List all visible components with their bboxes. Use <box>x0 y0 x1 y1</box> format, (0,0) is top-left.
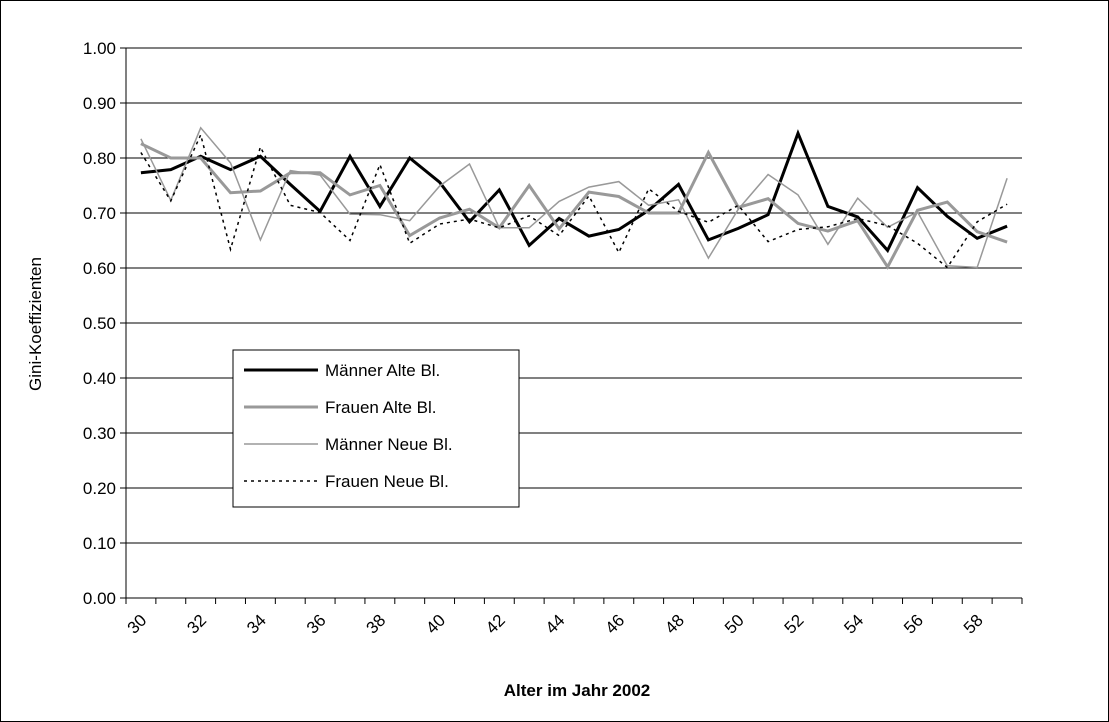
legend-label-4: Frauen Neue Bl. <box>325 472 449 491</box>
y-tick-label: 0.60 <box>83 259 116 278</box>
x-tick-label: 38 <box>363 611 390 638</box>
series-line-1 <box>140 129 1008 254</box>
x-tick-label: 42 <box>482 611 509 638</box>
legend-label-3: Männer Neue Bl. <box>325 435 453 454</box>
x-tick-label: 50 <box>721 611 748 638</box>
series-line-3 <box>140 126 1008 269</box>
legend: Männer Alte Bl. Frauen Alte Bl. Männer Neu… <box>232 349 520 508</box>
legend-label-2: Frauen Alte Bl. <box>325 398 437 417</box>
x-tick-label: 44 <box>542 611 569 638</box>
y-tick-label: 0.80 <box>83 149 116 168</box>
x-tick-label: 36 <box>303 611 330 638</box>
legend-label-1: Männer Alte Bl. <box>325 361 440 380</box>
legend-entries: Männer Alte Bl. Frauen Alte Bl. Männer Neu… <box>244 361 453 491</box>
x-tick-label: 52 <box>781 611 808 638</box>
axis-layer: 0.00 0.10 0.20 0.30 0.40 0.50 0.60 0.70 0.80 0.90… <box>83 39 1023 638</box>
y-tick-label: 0.20 <box>83 479 116 498</box>
x-tick-label: 30 <box>124 611 151 638</box>
x-tick-label: 40 <box>422 611 449 638</box>
x-tick-label: 46 <box>602 611 629 638</box>
series-layer <box>140 126 1008 270</box>
y-tick-label: 0.50 <box>83 314 116 333</box>
y-tick-label: 0.10 <box>83 534 116 553</box>
y-tick-label: 0.90 <box>83 94 116 113</box>
x-axis-title: Alter im Jahr 2002 <box>504 681 650 700</box>
x-tick-label: 58 <box>960 611 987 638</box>
y-tick-label: 0.40 <box>83 369 116 388</box>
y-axis-title: Gini-Koeffizienten <box>26 257 45 391</box>
x-tick-label: 56 <box>900 611 927 638</box>
series-line-2 <box>140 142 1008 270</box>
y-tick-label: 0.70 <box>83 204 116 223</box>
x-tick-label: 48 <box>661 611 688 638</box>
x-tick-label: 54 <box>840 611 867 638</box>
x-tick-label: 32 <box>183 611 210 638</box>
grid-layer <box>126 47 1022 599</box>
y-tick-label: 1.00 <box>83 39 116 58</box>
y-tick-label: 0.30 <box>83 424 116 443</box>
y-tick-label: 0.00 <box>83 589 116 608</box>
x-tick-label: 34 <box>243 611 270 638</box>
series-line-4 <box>140 132 1008 269</box>
